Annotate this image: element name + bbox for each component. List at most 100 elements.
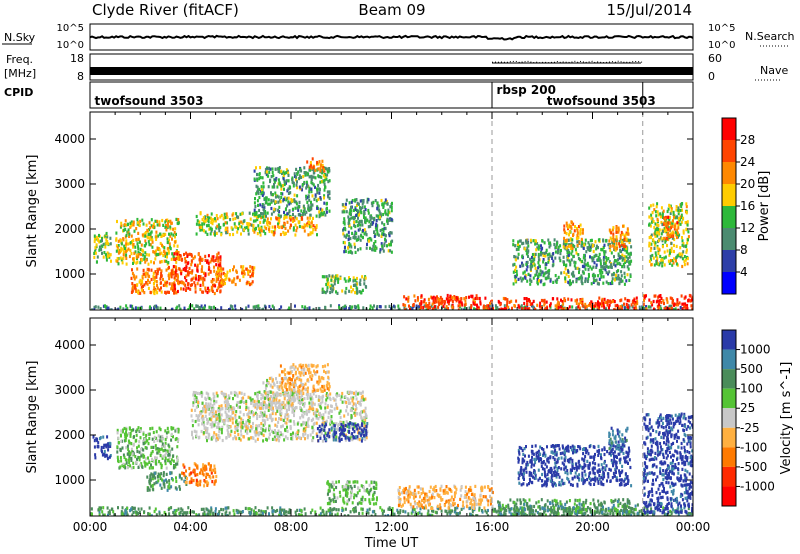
power-cell <box>202 276 205 280</box>
power-cell <box>420 294 423 298</box>
power-cell <box>310 180 313 185</box>
power-cell <box>510 299 513 303</box>
power-cell <box>320 180 323 184</box>
power-cell <box>597 255 600 260</box>
power-cell <box>254 219 257 223</box>
power-cell <box>353 304 356 309</box>
power-cell <box>173 276 176 280</box>
power-cell <box>479 302 482 306</box>
power-cell <box>236 275 239 279</box>
power-cell <box>611 299 614 304</box>
power-cell <box>271 304 274 308</box>
power-cell <box>355 208 358 213</box>
velocity-cell <box>319 512 322 516</box>
power-cell <box>326 277 329 281</box>
power-cell <box>281 192 284 196</box>
power-cell <box>225 231 228 235</box>
power-cell <box>332 284 335 288</box>
power-cell <box>658 299 661 303</box>
power-cell <box>294 206 297 210</box>
power-cell <box>186 282 189 286</box>
power-cell <box>327 195 330 199</box>
power-cell <box>199 228 202 232</box>
power-cell <box>554 274 557 278</box>
power-cell <box>131 268 133 272</box>
power-cell <box>153 286 156 290</box>
power-cell <box>363 228 366 232</box>
power-cell <box>630 245 633 249</box>
power-cell <box>249 265 252 269</box>
power-cell <box>156 223 159 227</box>
power-cell <box>252 228 255 232</box>
power-cell <box>364 230 367 234</box>
power-cell <box>613 308 616 310</box>
power-cell <box>105 253 107 257</box>
power-cell <box>603 243 606 247</box>
power-cell <box>177 275 179 279</box>
power-cell <box>625 259 628 263</box>
power-cell <box>531 302 534 306</box>
power-cell <box>345 235 348 239</box>
power-cell <box>670 306 673 310</box>
velocity-cell <box>168 455 171 459</box>
power-cell <box>218 285 221 289</box>
power-cell <box>643 296 646 300</box>
power-cell <box>172 227 175 231</box>
power-cell <box>580 279 583 283</box>
power-cell <box>125 249 128 254</box>
velocity-cell <box>195 478 198 482</box>
power-cell <box>326 279 329 284</box>
power-cell <box>615 259 618 263</box>
power-cell <box>217 266 219 270</box>
power-cell <box>375 214 378 218</box>
power-cell <box>685 205 688 209</box>
power-cell <box>196 268 199 272</box>
power-cell <box>660 307 663 310</box>
power-cell <box>315 214 318 218</box>
power-cell <box>173 257 176 261</box>
power-cell <box>543 251 546 255</box>
power-cell <box>165 268 168 272</box>
power-cell <box>168 274 171 278</box>
power-cell <box>590 282 593 286</box>
power-cell <box>131 271 134 276</box>
power-cell <box>158 288 161 292</box>
velocity-cell <box>148 432 151 436</box>
power-cell <box>350 226 353 230</box>
power-cell <box>370 216 373 220</box>
velocity-cell <box>353 411 356 415</box>
power-cell <box>265 214 267 218</box>
velocity-cell <box>143 510 146 514</box>
power-cell <box>352 276 355 280</box>
power-cell <box>241 212 244 216</box>
velocity-cell <box>384 514 387 516</box>
power-cell <box>547 238 550 242</box>
power-cell <box>486 308 489 310</box>
velocity-cell <box>227 506 230 510</box>
power-cell <box>352 208 355 212</box>
power-cell <box>132 245 135 249</box>
power-cell <box>626 232 629 236</box>
power-cell <box>671 263 674 267</box>
power-cell <box>552 252 555 256</box>
velocity-cell <box>122 465 125 469</box>
power-cell <box>322 174 325 178</box>
power-cell <box>602 267 605 271</box>
power-cell <box>211 222 214 226</box>
power-cell <box>295 167 298 171</box>
power-cell <box>517 245 520 249</box>
power-cell <box>159 306 162 310</box>
velocity-cell <box>146 439 149 443</box>
power-cell <box>417 298 419 302</box>
velocity-cell <box>148 478 151 482</box>
velocity-cell <box>304 512 307 516</box>
velocity-cell <box>646 512 649 516</box>
power-cell <box>573 264 576 268</box>
power-cell <box>372 200 375 204</box>
power-cell <box>610 231 613 235</box>
power-cell <box>379 250 382 254</box>
power-cell <box>677 208 680 212</box>
velocity-cell <box>173 509 176 513</box>
power-cell <box>125 242 128 246</box>
power-cell <box>215 274 218 278</box>
